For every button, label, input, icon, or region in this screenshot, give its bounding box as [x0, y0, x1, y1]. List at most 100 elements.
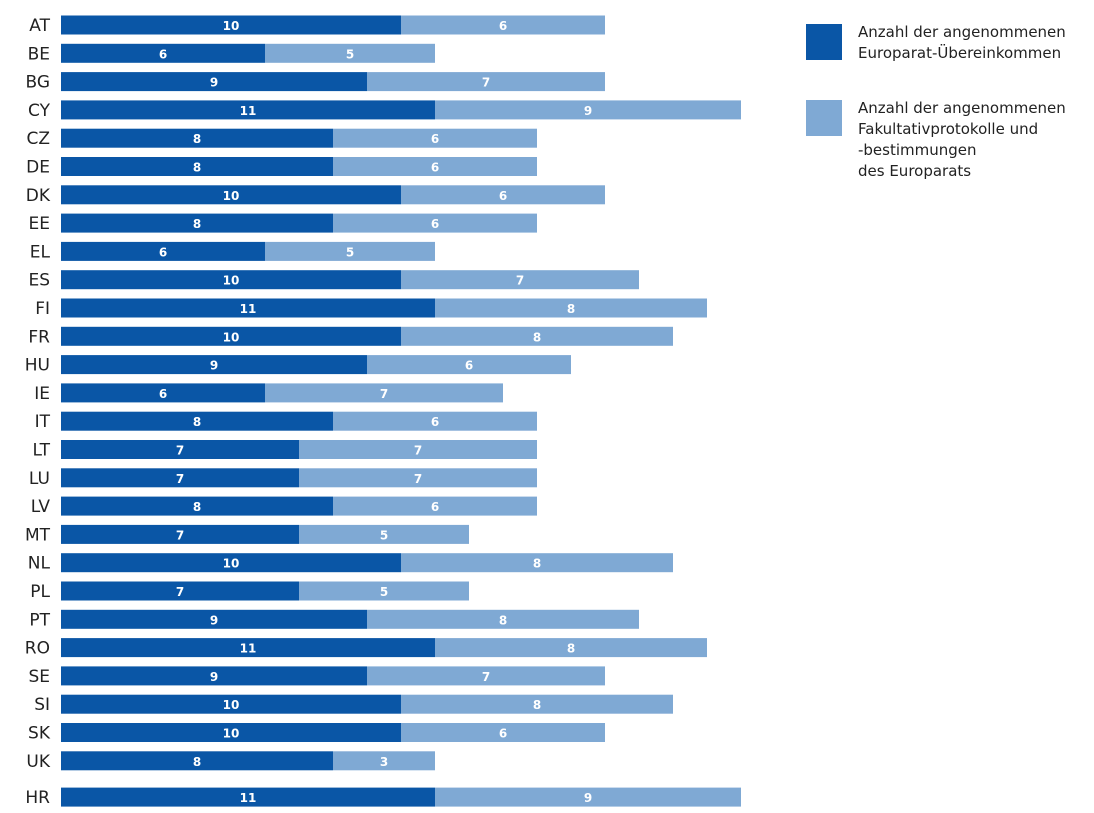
value-label-conventions-ie: 6	[159, 387, 167, 401]
bar-conventions-uk	[61, 751, 333, 771]
bar-conventions-cy	[61, 100, 435, 120]
bar-protocols-ie	[265, 383, 503, 403]
bar-conventions-ie	[61, 383, 265, 403]
value-label-conventions-it: 8	[193, 415, 201, 429]
bar-conventions-fr	[61, 326, 401, 346]
value-label-protocols-el: 5	[346, 245, 354, 259]
value-label-protocols-at: 6	[499, 19, 507, 33]
value-label-conventions-lv: 8	[193, 500, 201, 514]
category-label-se: SE	[28, 667, 50, 687]
value-label-protocols-hr: 9	[584, 791, 592, 805]
bar-protocols-cz	[333, 128, 537, 148]
value-label-protocols-dk: 6	[499, 189, 507, 203]
bar-conventions-lv	[61, 496, 333, 516]
value-label-protocols-fi: 8	[567, 302, 575, 316]
category-label-lt: LT	[32, 441, 50, 461]
bar-conventions-it	[61, 411, 333, 431]
category-label-hr: HR	[25, 788, 50, 808]
value-label-conventions-uk: 8	[193, 755, 201, 769]
legend-swatch-conventions	[806, 24, 842, 60]
value-label-protocols-es: 7	[516, 274, 524, 288]
category-label-sk: SK	[28, 724, 51, 744]
category-label-ie: IE	[34, 384, 50, 404]
value-label-conventions-pt: 9	[210, 613, 218, 627]
value-label-protocols-lu: 7	[414, 472, 422, 486]
category-label-be: BE	[28, 44, 50, 64]
value-label-conventions-se: 9	[210, 670, 218, 684]
category-label-at: AT	[29, 16, 50, 36]
legend-label-protocols: Anzahl der angenommenen Fakultativprotok…	[858, 99, 1066, 180]
value-label-protocols-sk: 6	[499, 727, 507, 741]
bar-protocols-mt	[299, 524, 469, 544]
category-label-cz: CZ	[26, 129, 50, 149]
bar-conventions-bg	[61, 72, 367, 92]
category-label-pt: PT	[29, 610, 50, 630]
category-label-fr: FR	[28, 327, 50, 347]
bar-protocols-pt	[367, 609, 639, 629]
category-label-fi: FI	[35, 299, 50, 319]
category-label-lv: LV	[31, 497, 51, 517]
value-label-protocols-lt: 7	[414, 444, 422, 458]
bar-protocols-sk	[401, 723, 605, 742]
value-label-conventions-cz: 8	[193, 132, 201, 146]
category-label-si: SI	[34, 695, 50, 715]
bar-protocols-el	[265, 241, 435, 261]
bar-protocols-at	[401, 15, 605, 35]
value-label-conventions-es: 10	[223, 274, 240, 288]
value-label-conventions-hr: 11	[240, 791, 257, 805]
bar-protocols-es	[401, 270, 639, 290]
bar-protocols-fr	[401, 326, 673, 346]
bar-protocols-se	[367, 666, 605, 686]
category-label-dk: DK	[26, 186, 51, 206]
bar-conventions-sk	[61, 723, 401, 742]
bar-protocols-lt	[299, 440, 537, 459]
bar-conventions-fi	[61, 298, 435, 318]
category-label-bg: BG	[25, 73, 50, 93]
bar-protocols-it	[333, 411, 537, 431]
value-label-protocols-se: 7	[482, 670, 490, 684]
bar-conventions-mt	[61, 524, 299, 544]
value-label-conventions-bg: 9	[210, 76, 218, 90]
category-label-hu: HU	[25, 356, 50, 376]
bar-conventions-hr	[61, 787, 435, 807]
value-label-conventions-at: 10	[223, 19, 240, 33]
legend-swatch-protocols	[806, 100, 842, 136]
value-label-conventions-nl: 10	[223, 557, 240, 571]
value-label-conventions-ee: 8	[193, 217, 201, 231]
value-label-protocols-mt: 5	[380, 528, 388, 542]
value-label-protocols-cy: 9	[584, 104, 592, 118]
value-label-protocols-bg: 7	[482, 76, 490, 90]
value-label-protocols-pl: 5	[380, 585, 388, 599]
bar-protocols-fi	[435, 298, 707, 318]
value-label-protocols-hu: 6	[465, 359, 473, 373]
value-label-conventions-dk: 10	[223, 189, 240, 203]
bar-protocols-ro	[435, 638, 707, 658]
value-label-conventions-pl: 7	[176, 585, 184, 599]
value-label-conventions-de: 8	[193, 161, 201, 175]
value-label-conventions-fr: 10	[223, 330, 240, 344]
category-label-uk: UK	[26, 752, 50, 772]
value-label-protocols-cz: 6	[431, 132, 439, 146]
category-label-lu: LU	[29, 469, 50, 489]
category-label-de: DE	[26, 158, 50, 178]
value-label-conventions-hu: 9	[210, 359, 218, 373]
bar-conventions-dk	[61, 185, 401, 205]
bar-protocols-pl	[299, 581, 469, 601]
legend: Anzahl der angenommenen Europarat-Überei…	[806, 22, 1094, 216]
bar-conventions-ro	[61, 638, 435, 658]
value-label-protocols-lv: 6	[431, 500, 439, 514]
bar-conventions-hu	[61, 355, 367, 375]
value-label-protocols-it: 6	[431, 415, 439, 429]
bar-conventions-ee	[61, 213, 333, 233]
category-label-cy: CY	[28, 101, 51, 121]
category-label-es: ES	[28, 271, 50, 291]
bar-protocols-uk	[333, 751, 435, 771]
bar-conventions-si	[61, 694, 401, 714]
bar-protocols-cy	[435, 100, 741, 120]
bar-conventions-se	[61, 666, 367, 686]
value-label-protocols-ro: 8	[567, 642, 575, 656]
bar-protocols-bg	[367, 72, 605, 92]
value-label-protocols-nl: 8	[533, 557, 541, 571]
bar-protocols-be	[265, 43, 435, 63]
